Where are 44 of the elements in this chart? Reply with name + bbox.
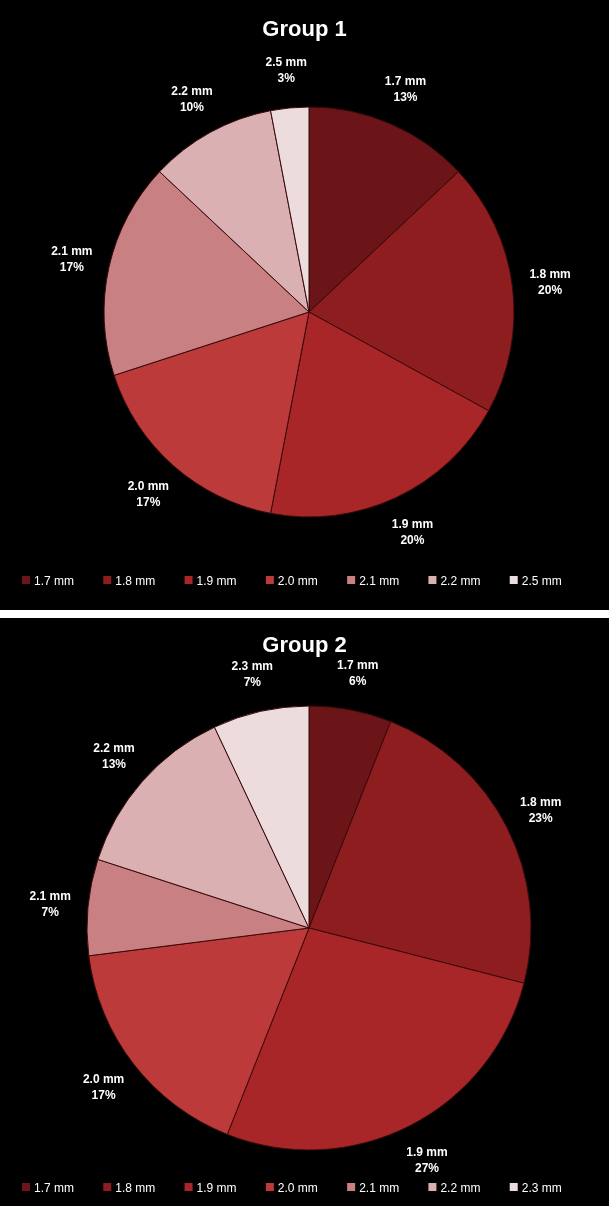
slice-label: 2.3 mm	[231, 659, 273, 674]
slice-label: 2.0 mm	[82, 1072, 125, 1087]
data-label: 3%	[277, 71, 296, 86]
data-label: 20%	[538, 282, 563, 297]
slice-label: 2.2 mm	[171, 84, 213, 99]
data-label: 7%	[41, 904, 60, 919]
data-label: 17%	[59, 259, 85, 274]
legend-label: 1.8 mm	[115, 1181, 156, 1195]
legend-label: 2.2 mm	[440, 1181, 481, 1195]
slice-label: 1.8 mm	[519, 794, 562, 809]
slice-label: 2.0 mm	[127, 479, 169, 494]
data-label: 17%	[91, 1088, 116, 1103]
slice-label: 1.9 mm	[391, 516, 434, 531]
chart-title: Group 1	[262, 16, 347, 41]
legend-label: 1.7 mm	[34, 1181, 75, 1195]
data-label: 27%	[415, 1160, 440, 1175]
legend-label: 2.3 mm	[521, 1181, 562, 1195]
data-label: 6%	[349, 673, 367, 688]
slice-label: 2.1 mm	[29, 888, 71, 903]
data-label: 7%	[243, 675, 262, 690]
legend-label: 2.1 mm	[359, 574, 400, 588]
slice-label: 1.8 mm	[529, 266, 571, 281]
slice-label: 1.7 mm	[337, 657, 379, 672]
legend-label: 2.0 mm	[277, 1181, 318, 1195]
legend-label: 2.2 mm	[440, 574, 481, 588]
slice-label: 2.2 mm	[93, 741, 135, 756]
legend-label: 2.1 mm	[359, 1181, 400, 1195]
legend-label: 1.7 mm	[34, 574, 75, 588]
slice-label: 1.7 mm	[384, 73, 427, 88]
data-label: 13%	[101, 757, 127, 772]
data-label: 17%	[136, 495, 161, 510]
data-label: 13%	[393, 89, 418, 104]
legend-label: 1.8 mm	[115, 574, 156, 588]
slice-label: 2.1 mm	[51, 243, 93, 258]
data-label: 20%	[400, 532, 425, 547]
legend-label: 1.9 mm	[196, 574, 237, 588]
legend-label: 2.5 mm	[521, 574, 562, 588]
legend-label: 2.0 mm	[277, 574, 318, 588]
data-label: 10%	[179, 100, 205, 115]
chart-title: Group 2	[262, 632, 347, 657]
slice-label: 1.9 mm	[406, 1144, 448, 1159]
data-label: 23%	[528, 810, 553, 825]
legend-label: 1.9 mm	[196, 1181, 237, 1195]
slice-label: 2.5 mm	[265, 55, 307, 70]
